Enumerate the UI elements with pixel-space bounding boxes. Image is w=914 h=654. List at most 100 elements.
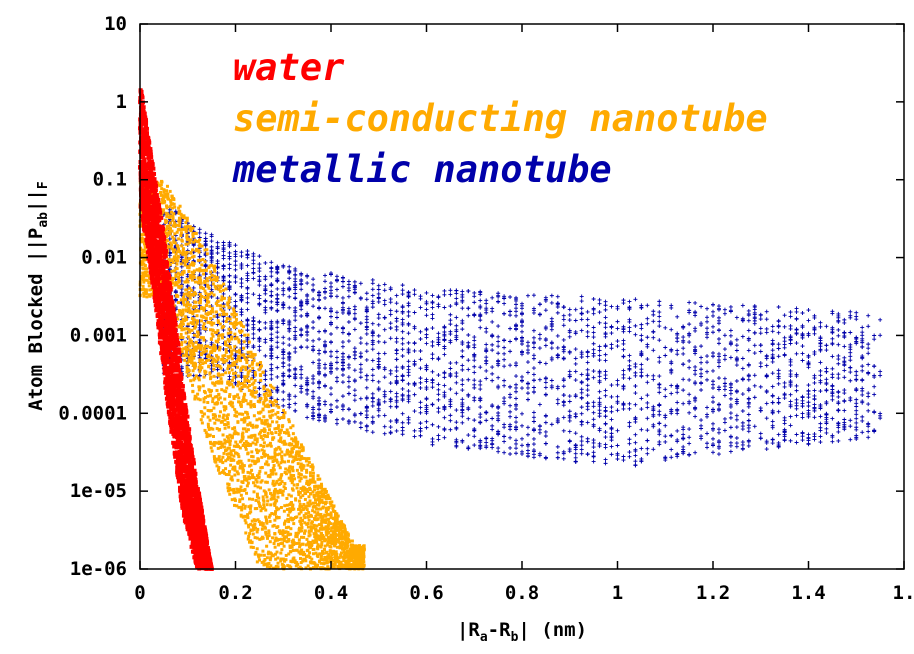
data-point [245,307,250,312]
data-point [752,383,757,388]
data-point [860,364,865,369]
data-point [525,340,530,345]
data-point [633,373,638,378]
data-point [251,258,256,263]
data-point [502,311,507,316]
data-point [615,394,620,399]
data-point [645,303,650,308]
data-point [382,340,387,345]
data-point [329,308,333,313]
data-point [794,403,799,408]
data-point [305,415,310,420]
data-point [346,339,351,344]
data-point [299,307,304,312]
data-point [340,300,345,305]
data-point [246,415,250,419]
data-point [472,290,477,295]
data-point [265,564,269,568]
data-point [770,359,775,364]
data-point [233,371,237,375]
data-point [198,363,202,367]
data-point [728,440,733,445]
data-point [758,349,763,354]
data-point [514,446,519,451]
data-point [699,367,704,372]
data-point [746,418,751,423]
data-point [257,392,262,397]
data-point [711,302,715,307]
data-point [340,330,345,335]
data-point [818,425,823,430]
data-point [382,298,387,303]
data-point [549,327,554,332]
data-point [651,335,656,340]
data-point [705,306,710,311]
data-point [699,418,704,423]
data-point [173,283,177,287]
data-point [454,323,459,328]
data-point [525,348,530,353]
data-point [866,408,871,413]
data-point [370,378,375,383]
data-point [609,409,614,414]
data-point [239,284,244,289]
data-point [364,320,369,325]
data-point [531,328,536,333]
data-point [484,361,489,366]
data-point [281,356,286,361]
data-point [866,351,871,356]
data-point [579,311,584,316]
data-point [848,365,853,370]
data-point [716,327,721,332]
data-point [460,367,465,372]
data-point [346,286,351,291]
data-point [818,360,823,365]
data-point [358,321,363,326]
data-point [597,297,602,302]
data-point [331,504,335,508]
data-point [597,353,602,358]
data-point [728,304,733,309]
data-point [872,337,877,342]
data-point [555,455,560,460]
data-point [227,280,232,285]
data-point [561,349,566,354]
data-point [579,451,584,456]
data-point [818,440,823,445]
data-point [174,259,178,263]
data-point [484,410,489,415]
data-point [448,292,453,297]
data-point [860,336,865,341]
data-point [382,327,387,332]
data-point [812,380,817,385]
data-point [490,438,495,443]
data-point [442,370,447,375]
data-point [376,339,381,344]
data-point [364,305,369,310]
data-point [579,317,584,322]
data-point [233,332,237,336]
data-point [514,420,519,425]
data-point [329,354,333,359]
data-point [352,346,357,351]
data-point [651,309,656,314]
data-point [275,309,280,314]
data-point [782,438,787,443]
data-point [223,438,227,442]
data-point [193,280,197,284]
data-point [281,493,285,497]
data-point [728,425,733,430]
data-point [836,407,841,412]
data-point [212,364,216,368]
data-point [311,374,316,379]
data-point [764,317,769,322]
data-point [478,298,483,303]
data-point [221,240,226,245]
data-point [854,401,859,406]
data-point [400,425,405,430]
data-point [818,341,823,346]
data-point [508,445,513,450]
data-point [860,430,865,435]
data-point [300,449,304,453]
data-point [603,376,608,381]
